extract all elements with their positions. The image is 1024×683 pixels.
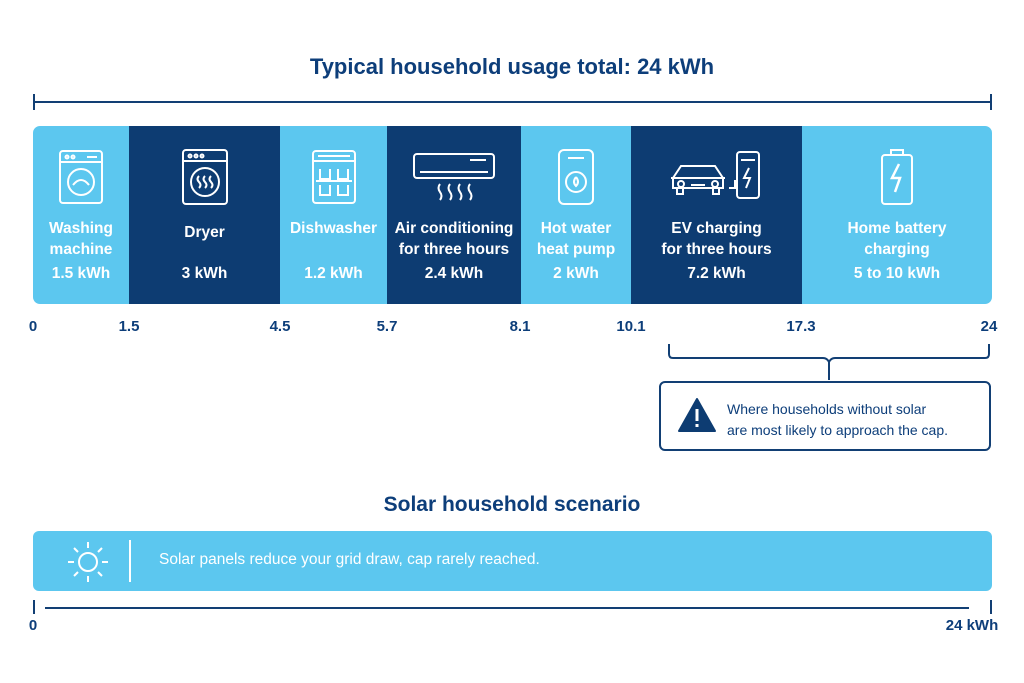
axis-tick-0: 0: [28, 318, 38, 335]
segment-value: 3 kWh: [181, 265, 228, 282]
axis-tick-10.1: 10.1: [616, 318, 646, 335]
callout-text: Where households without solar are most l…: [727, 401, 949, 438]
segment-value: 1.2 kWh: [304, 265, 363, 282]
segment-dryer: Dryer 3 kWh: [129, 126, 280, 304]
segment-dishwasher: Dishwasher 1.2 kWh: [280, 126, 387, 304]
segment-ev-charging: EV charging for three hours 7.2 kWh: [631, 126, 802, 304]
segment-value: 2.4 kWh: [424, 265, 484, 282]
segment-value: 5 to 10 kWh: [853, 265, 941, 282]
ev-charger-icon: [631, 146, 802, 208]
solar-scenario-text: Solar panels reduce your grid draw, cap …: [159, 551, 540, 568]
segment-washing-machine: Washing machine 1.5 kWh: [33, 126, 129, 304]
axis-tick-8.1: 8.1: [509, 318, 531, 335]
segment-name: EV charging for three hours: [661, 220, 772, 258]
segment-home-battery: Home battery charging 5 to 10 kWh: [802, 126, 992, 304]
segment-hot-water-heat-pump: Hot water heat pump 2 kWh: [521, 126, 631, 304]
total-span-line: [33, 101, 992, 103]
axis-tick-1.5: 1.5: [118, 318, 140, 335]
diagram-title: Typical household usage total: 24 kWh: [309, 54, 715, 79]
segment-name: Home battery charging: [847, 220, 947, 258]
total-span-cap-right: [990, 94, 992, 110]
solar-scenario-title: Solar household scenario: [383, 493, 641, 516]
solar-divider: [129, 540, 131, 582]
segment-name: Dishwasher: [289, 220, 377, 237]
axis-tick-4.5: 4.5: [269, 318, 291, 335]
segment-name: Air conditioning for three hours: [394, 220, 514, 258]
usage-bar: Washing machine 1.5 kWh Dryer 3 kWh: [33, 126, 992, 304]
axis-tick-5.7: 5.7: [376, 318, 398, 335]
segment-name: Hot water heat pump: [536, 220, 616, 258]
heat-pump-icon: [521, 146, 631, 208]
segment-air-conditioning: Air conditioning for three hours 2.4 kWh: [387, 126, 521, 304]
dryer-icon: [129, 146, 280, 208]
solar-axis-line: [45, 607, 969, 609]
solar-axis-cap-right: [990, 600, 992, 614]
axis-tick-24: 24: [980, 318, 998, 335]
sun-icon: [68, 542, 108, 582]
cap-bracket: [668, 344, 990, 380]
cap-callout: Where households without solar are most l…: [659, 381, 991, 451]
segment-name: Dryer: [184, 224, 225, 241]
dishwasher-icon: [280, 146, 387, 208]
solar-axis-cap-left: [33, 600, 35, 614]
segment-value: 1.5 kWh: [51, 265, 111, 282]
solar-scenario-bar: Solar panels reduce your grid draw, cap …: [33, 531, 992, 591]
axis-tick-17.3: 17.3: [786, 318, 816, 335]
segment-value: 2 kWh: [553, 265, 599, 282]
battery-icon: [802, 146, 992, 208]
segment-name: Washing machine: [48, 220, 113, 258]
air-conditioner-icon: [387, 146, 521, 208]
segment-value: 7.2 kWh: [687, 265, 746, 282]
solar-axis-start: 0: [28, 617, 38, 634]
warning-icon: [678, 398, 716, 432]
washing-machine-icon: [33, 146, 129, 208]
total-span-cap-left: [33, 94, 35, 110]
solar-axis-end: 24 kWh: [945, 617, 999, 634]
